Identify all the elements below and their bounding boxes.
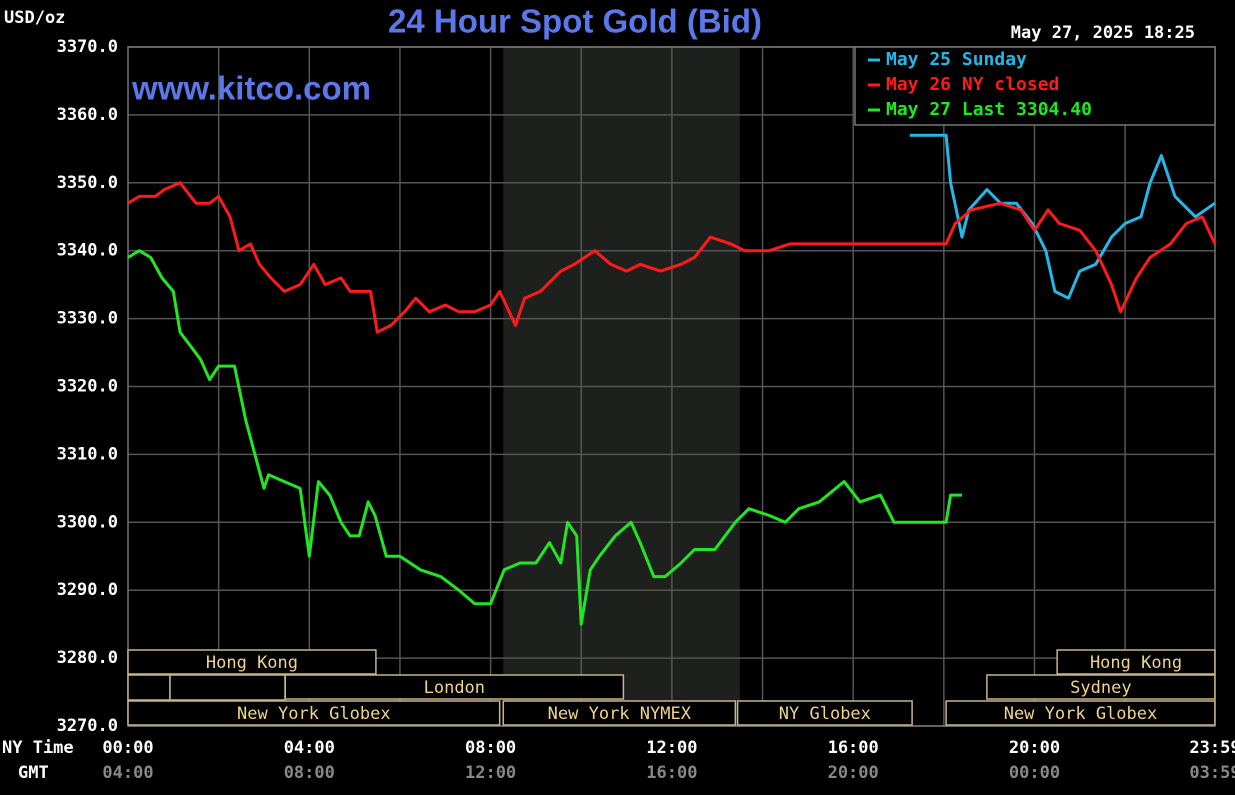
y-tick-label: 3270.0: [57, 716, 118, 736]
x-tick-label: 20:00: [1009, 738, 1060, 758]
session-box: [169, 674, 286, 701]
x-tick-label: 04:00: [284, 738, 335, 758]
session-label: NY Globex: [779, 704, 871, 724]
x-axis-label: NY Time: [2, 738, 74, 758]
session-label: Hong Kong: [1090, 653, 1182, 673]
session-label: New York Globex: [1004, 704, 1158, 724]
session-box: [127, 674, 171, 701]
x2-tick-label: 12:00: [465, 763, 516, 783]
session-label: Sydney: [1070, 678, 1131, 698]
session-box: [502, 700, 737, 726]
timestamp: May 27, 2025 18:25: [1011, 23, 1195, 43]
x-tick-label: 00:00: [102, 738, 153, 758]
x2-axis-label: GMT: [18, 763, 49, 783]
x2-tick-label: 00:00: [1009, 763, 1060, 783]
session-label: New York NYMEX: [548, 704, 692, 724]
y-tick-label: 3370.0: [57, 37, 118, 57]
session-label: London: [424, 678, 485, 698]
x-tick-label: 08:00: [465, 738, 516, 758]
y-tick-label: 3280.0: [57, 648, 118, 668]
legend-label: May 26 NY closed: [886, 74, 1059, 95]
session-box: [284, 674, 625, 700]
y-tick-label: 3310.0: [57, 444, 118, 464]
legend-label: May 27 Last 3304.40: [886, 99, 1092, 120]
watermark: www.kitco.com: [131, 70, 371, 107]
plot-frame: [127, 46, 1216, 727]
x2-tick-label: 20:00: [828, 763, 879, 783]
y-axis-label: USD/oz: [4, 8, 65, 28]
y-tick-label: 3360.0: [57, 105, 118, 125]
x-tick-label: 23:59: [1189, 738, 1235, 758]
y-tick-label: 3320.0: [57, 377, 118, 397]
legend-box: [854, 46, 1216, 126]
y-tick-label: 3300.0: [57, 512, 118, 532]
session-label: Hong Kong: [206, 653, 298, 673]
x2-tick-label: 16:00: [646, 763, 697, 783]
legend-label: May 25 Sunday: [886, 49, 1027, 70]
y-tick-label: 3290.0: [57, 580, 118, 600]
x2-tick-label: 08:00: [284, 763, 335, 783]
price-line: [909, 133, 1216, 300]
x-tick-label: 12:00: [646, 738, 697, 758]
price-line: [127, 249, 962, 626]
y-tick-label: 3330.0: [57, 309, 118, 329]
x2-tick-label: 03:59: [1189, 763, 1235, 783]
session-box: [986, 674, 1216, 700]
y-tick-label: 3350.0: [57, 173, 118, 193]
y-tick-label: 3340.0: [57, 241, 118, 261]
session-box: [945, 700, 1216, 726]
session-label: New York Globex: [237, 704, 391, 724]
x2-tick-label: 04:00: [102, 763, 153, 783]
session-box: [127, 649, 377, 675]
session-box: [736, 700, 913, 726]
session-box: [127, 700, 501, 726]
chart-title: 24 Hour Spot Gold (Bid): [388, 3, 762, 40]
session-box: [1056, 649, 1216, 675]
price-line: [127, 181, 1217, 334]
x-tick-label: 16:00: [828, 738, 879, 758]
